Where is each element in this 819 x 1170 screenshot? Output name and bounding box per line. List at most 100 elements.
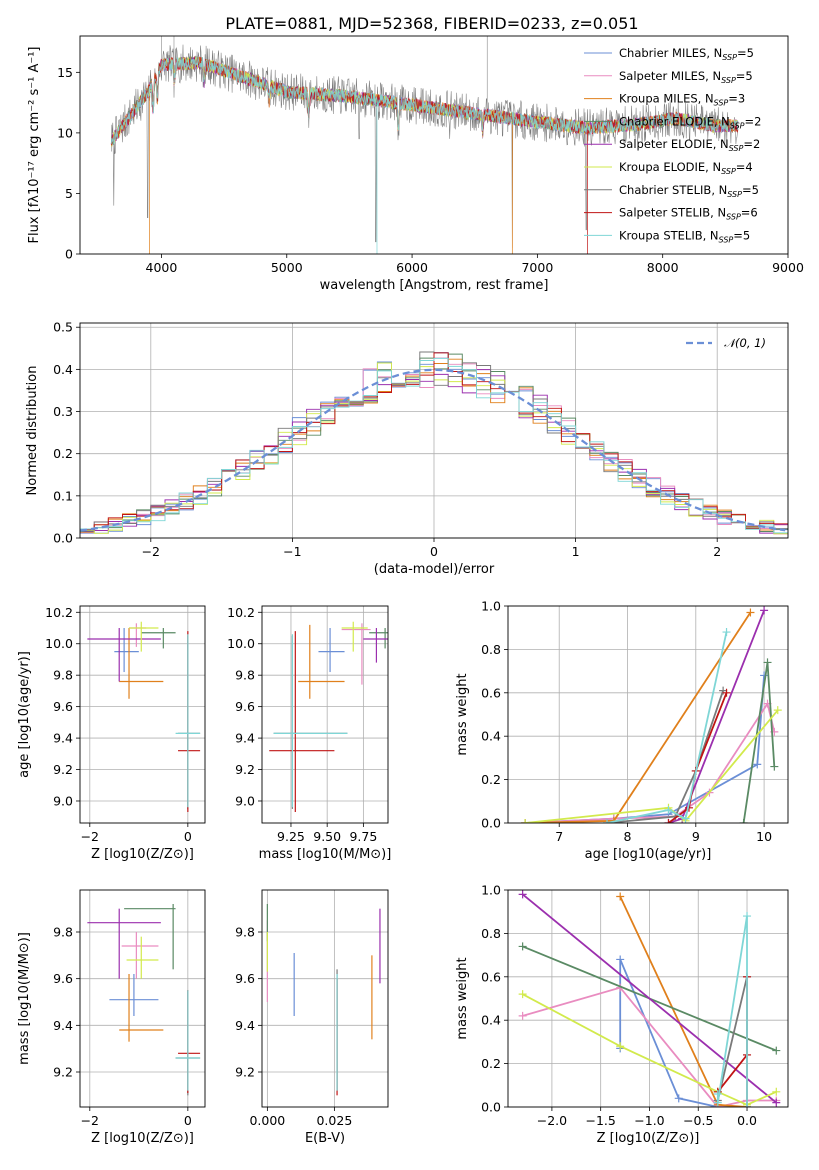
residuals-frame — [79, 322, 789, 539]
weight_vs_age-marker-kroupa_stelib — [681, 814, 690, 823]
age_vs_mass-xtick-label: 9.75 — [349, 829, 377, 844]
age_vs_mass-plot-area — [269, 621, 388, 812]
histogram-kroupa_stelib — [80, 357, 788, 534]
weight_vs_Z-marker-kroupa_stelib — [713, 1089, 722, 1098]
weight_vs_Z-marker-kroupa_stelib — [713, 1098, 722, 1107]
weight_vs_Z-panel: −2.0 −1.5 −1.0 −0.5 0.0 0.0 0.2 0.4 0.6 0.8 1.0 Z [… — [455, 883, 789, 1146]
mass_vs_Z-xlabel: Z [log10(Z/Z⊙)] — [91, 1131, 194, 1146]
weight_vs_Z-ytick-label: 0.0 — [481, 1100, 501, 1115]
residuals-xtick-label: 2 — [713, 544, 721, 559]
spectrum-xtick-label: 4000 — [146, 260, 178, 275]
mass_vs_ebv-ytick-label: 9.8 — [235, 925, 255, 940]
mass_vs_ebv-ytick-label: 9.6 — [235, 971, 255, 986]
weight_vs_age-marker-kroupa_elodie — [521, 819, 530, 823]
age_vs_Z-ylabel: age [log10(age/yr)] — [17, 651, 32, 778]
spectrum-ylabel: Flux [fλ10⁻¹⁷ erg cm⁻² s⁻¹ A⁻¹] — [27, 47, 42, 244]
legend-label-sub: SSP — [719, 235, 734, 244]
weight_vs_age-panel: 7 8 9 10 0.0 0.2 0.4 0.6 0.8 1.0 age [log10(age/yr… — [455, 599, 789, 862]
weight_vs_age-line-salpeter_miles — [525, 701, 776, 823]
mass_vs_ebv-xtick-label: 0.025 — [316, 1113, 352, 1128]
spectrum-ytick-label: 0 — [65, 247, 73, 262]
legend-label-tail: =5 — [736, 69, 753, 83]
weight_vs_age-line-chabrier_miles — [525, 675, 765, 823]
spectrum-xtick-label: 8000 — [647, 260, 679, 275]
weight_vs_age-marker-chabrier_elodie — [770, 762, 779, 771]
residuals-ytick-label: 0.3 — [53, 404, 73, 419]
gaussian-curve — [80, 368, 786, 532]
mass_vs_Z-xtick-label: 0 — [184, 1113, 192, 1128]
age_vs_Z-ytick-label: 9.6 — [53, 699, 73, 714]
residuals-xtick-label: −1 — [283, 544, 301, 559]
spectrum-xtick-label: 9000 — [772, 260, 804, 275]
legend-label-sub: SSP — [727, 190, 742, 199]
age_vs_mass-ytick-label: 9.6 — [235, 699, 255, 714]
mass_vs_Z-ytick-label: 9.4 — [53, 1018, 73, 1033]
mass_vs_Z-plot-area — [87, 904, 201, 1096]
age_vs_Z-ytick-label: 10.2 — [45, 605, 73, 620]
age_vs_Z-ytick-label: 9.0 — [53, 793, 73, 808]
weight_vs_age-line-kroupa_elodie — [525, 709, 779, 823]
weight_vs_age-plot-area — [521, 606, 782, 823]
legend-label-tail: =5 — [737, 46, 754, 60]
weight_vs_age-marker-chabrier_miles — [753, 760, 762, 769]
weight_vs_Z-marker-salpeter_miles — [518, 1011, 527, 1020]
age_vs_mass-ytick-label: 9.8 — [235, 668, 255, 683]
age_vs_mass-panel: 9.25 9.50 9.75 9.0 9.2 9.4 9.6 9.8 10.0 10.2 mass … — [227, 605, 391, 862]
weight_vs_age-marker-salpeter_stelib — [664, 819, 673, 823]
legend-label-main: Kroupa ELODIE, N — [619, 160, 721, 174]
residuals-legend: 𝒩(0, 1) — [686, 336, 766, 350]
residuals-plot-area — [80, 351, 788, 535]
weight_vs_Z-marker-kroupa_elodie — [518, 990, 527, 999]
legend-label-tail: =3 — [728, 92, 745, 106]
spectrum-xtick-label: 5000 — [271, 260, 303, 275]
mass_vs_Z-ytick-label: 9.6 — [53, 971, 73, 986]
mass_vs_ebv-ytick-label: 9.2 — [235, 1065, 255, 1080]
spectrum-panel: 4000 5000 6000 7000 8000 9000 0 5 10 15 wavelength… — [27, 35, 804, 293]
legend-label-sub: SSP — [722, 53, 737, 62]
legend-label-chabrier_miles: Chabrier MILES, NSSP=5 — [619, 46, 754, 62]
weight_vs_Z-marker-kroupa_elodie — [772, 1087, 781, 1096]
mass_vs_ebv-xlabel: E(B-V) — [305, 1131, 345, 1146]
weight_vs_Z-xtick-label: −1.5 — [586, 1113, 616, 1128]
residuals-xtick-label: 0 — [430, 544, 438, 559]
weight_vs_Z-marker-salpeter_elodie — [772, 1098, 781, 1107]
legend-label-kroupa_stelib: Kroupa STELIB, NSSP=5 — [619, 228, 750, 244]
weight_vs_age-marker-kroupa_stelib — [603, 819, 612, 823]
legend-label-main: Kroupa STELIB, N — [619, 228, 719, 242]
age_vs_Z-ytick-label: 10.0 — [45, 636, 73, 651]
panels: 4000 5000 6000 7000 8000 9000051015wavelength… — [17, 35, 804, 1146]
weight_vs_age-marker-kroupa_stelib — [722, 628, 731, 637]
weight_vs_age-line-kroupa_stelib — [606, 631, 728, 823]
legend-label-main: Chabrier STELIB, N — [619, 183, 727, 197]
legend-label-sub: SSP — [721, 76, 736, 85]
age_vs_mass-xtick-label: 9.25 — [277, 829, 305, 844]
weight_vs_age-xlabel: age [log10(age/yr)] — [585, 847, 712, 862]
weight_vs_Z-ytick-label: 0.6 — [481, 969, 501, 984]
figure-title: PLATE=0881, MJD=52368, FIBERID=0233, z=0… — [225, 14, 638, 33]
residuals-ylabel: Normed distribution — [25, 366, 40, 496]
legend-label-tail: =4 — [736, 160, 753, 174]
weight_vs_Z-xtick-label: −0.5 — [683, 1113, 713, 1128]
spectrum-ytick-label: 15 — [57, 65, 73, 80]
weight_vs_age-ytick-label: 0.6 — [481, 685, 501, 700]
age_vs_mass-xtick-label: 9.50 — [313, 829, 341, 844]
weight_vs_Z-marker-kroupa_stelib — [743, 1103, 752, 1107]
legend-label-main: Salpeter STELIB, N — [619, 206, 726, 220]
age_vs_mass-frame — [261, 605, 389, 824]
legend-label-tail: =6 — [741, 206, 758, 220]
age_vs_mass-ytick-label: 9.2 — [235, 762, 255, 777]
weight_vs_age-marker-kroupa_miles — [746, 608, 755, 617]
legend-label-main: Chabrier MILES, N — [619, 46, 722, 60]
weight_vs_Z-ytick-label: 0.2 — [481, 1056, 501, 1071]
weight_vs_Z-ytick-label: 0.8 — [481, 926, 501, 941]
weight_vs_Z-line-chabrier_stelib — [716, 976, 748, 1101]
legend-label-sub: SSP — [714, 99, 729, 108]
residuals-xlabel: (data-model)/error — [374, 562, 495, 577]
age_vs_mass-xlabel: mass [log10(M/M⊙)] — [259, 847, 392, 862]
mass_vs_Z-xtick-label: −2 — [81, 1113, 99, 1128]
weight_vs_age-marker-chabrier_elodie — [763, 658, 772, 667]
weight_vs_Z-xlabel: Z [log10(Z/Z⊙)] — [597, 1131, 700, 1146]
legend-label-gaussian: 𝒩(0, 1) — [724, 336, 766, 350]
legend-label-chabrier_stelib: Chabrier STELIB, NSSP=5 — [619, 183, 759, 199]
